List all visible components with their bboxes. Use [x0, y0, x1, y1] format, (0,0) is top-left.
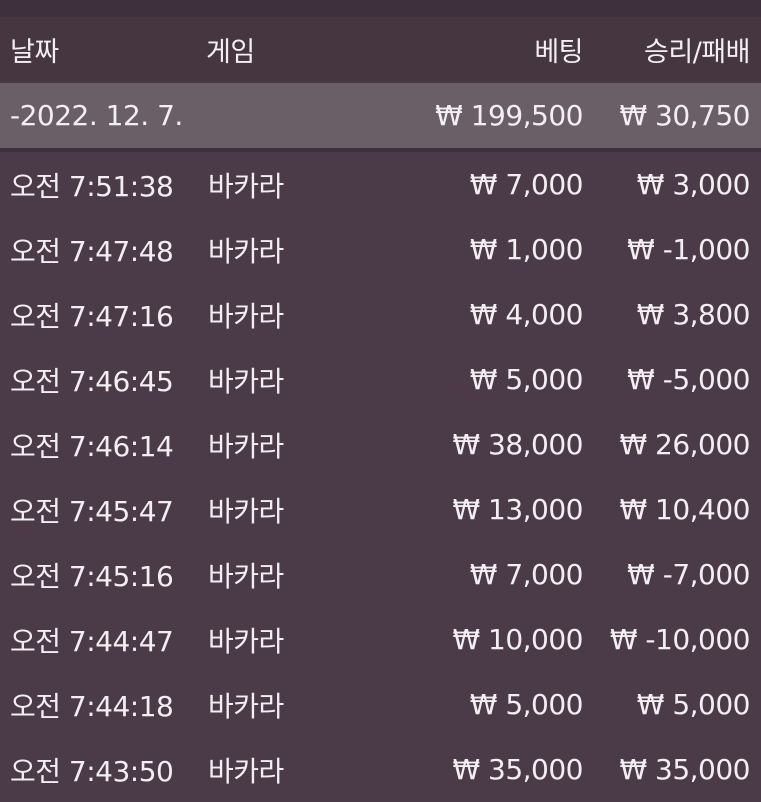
row-time: 오전 7:47:48: [10, 234, 174, 268]
header-game: 게임: [206, 37, 255, 68]
row-bet: ₩ 4,000: [469, 298, 584, 331]
table-row[interactable]: 오전 7:51:38 바카라 ₩ 7,000 ₩ 3,000: [0, 152, 761, 217]
row-game: 바카라: [208, 689, 284, 723]
row-bet: ₩ 38,000: [452, 428, 583, 461]
row-result: ₩ -7,000: [627, 558, 750, 591]
date-summary-row[interactable]: -2022. 12. 7. ₩ 199,500 ₩ 30,750: [0, 83, 761, 148]
header-result: 승리/패배: [644, 37, 750, 68]
row-time: 오전 7:44:18: [10, 689, 174, 723]
row-game: 바카라: [208, 429, 284, 463]
row-result: ₩ 35,000: [619, 753, 750, 786]
table-row[interactable]: 오전 7:44:47 바카라 ₩ 10,000 ₩ -10,000: [0, 607, 761, 672]
row-time: 오전 7:47:16: [10, 299, 174, 333]
row-game: 바카라: [208, 234, 284, 268]
table-row[interactable]: 오전 7:45:16 바카라 ₩ 7,000 ₩ -7,000: [0, 542, 761, 607]
row-result: ₩ 3,800: [636, 298, 751, 331]
top-band: [0, 0, 761, 17]
table-row[interactable]: 오전 7:47:16 바카라 ₩ 4,000 ₩ 3,800: [0, 282, 761, 347]
summary-result: ₩ 30,750: [619, 99, 750, 132]
row-game: 바카라: [208, 299, 284, 333]
row-time: 오전 7:45:16: [10, 559, 174, 593]
row-game: 바카라: [208, 754, 284, 788]
row-time: 오전 7:45:47: [10, 494, 174, 528]
row-game: 바카라: [208, 559, 284, 593]
row-result: ₩ 26,000: [619, 428, 750, 461]
summary-bet: ₩ 199,500: [435, 99, 583, 132]
row-bet: ₩ 13,000: [452, 493, 583, 526]
table-row[interactable]: 오전 7:46:45 바카라 ₩ 5,000 ₩ -5,000: [0, 347, 761, 412]
row-bet: ₩ 5,000: [469, 363, 584, 396]
row-game: 바카라: [208, 364, 284, 398]
row-bet: ₩ 10,000: [452, 623, 583, 656]
row-result: ₩ 3,000: [636, 168, 751, 201]
row-result: ₩ -10,000: [609, 623, 751, 656]
table-row[interactable]: 오전 7:45:47 바카라 ₩ 13,000 ₩ 10,400: [0, 477, 761, 542]
row-bet: ₩ 7,000: [469, 558, 584, 591]
header-bet: 베팅: [534, 37, 583, 68]
row-game: 바카라: [208, 169, 284, 203]
row-bet: ₩ 1,000: [469, 233, 584, 266]
row-game: 바카라: [208, 624, 284, 658]
row-time: 오전 7:51:38: [10, 169, 174, 203]
row-time: 오전 7:46:45: [10, 364, 174, 398]
row-bet: ₩ 5,000: [469, 688, 584, 721]
row-time: 오전 7:46:14: [10, 429, 174, 463]
summary-date: -2022. 12. 7.: [10, 99, 183, 132]
row-result: ₩ -1,000: [627, 233, 750, 266]
table-row[interactable]: 오전 7:47:48 바카라 ₩ 1,000 ₩ -1,000: [0, 217, 761, 282]
table-header: 날짜 게임 베팅 승리/패배: [0, 17, 761, 82]
row-result: ₩ -5,000: [627, 363, 750, 396]
row-time: 오전 7:44:47: [10, 624, 174, 658]
row-bet: ₩ 35,000: [452, 753, 583, 786]
row-result: ₩ 5,000: [636, 688, 751, 721]
header-date: 날짜: [10, 37, 59, 68]
row-bet: ₩ 7,000: [469, 168, 584, 201]
table-row[interactable]: 오전 7:43:50 바카라 ₩ 35,000 ₩ 35,000: [0, 737, 761, 802]
table-row[interactable]: 오전 7:46:14 바카라 ₩ 38,000 ₩ 26,000: [0, 412, 761, 477]
divider: [0, 148, 761, 152]
row-time: 오전 7:43:50: [10, 754, 174, 788]
table-row[interactable]: 오전 7:44:18 바카라 ₩ 5,000 ₩ 5,000: [0, 672, 761, 737]
row-result: ₩ 10,400: [619, 493, 750, 526]
row-game: 바카라: [208, 494, 284, 528]
